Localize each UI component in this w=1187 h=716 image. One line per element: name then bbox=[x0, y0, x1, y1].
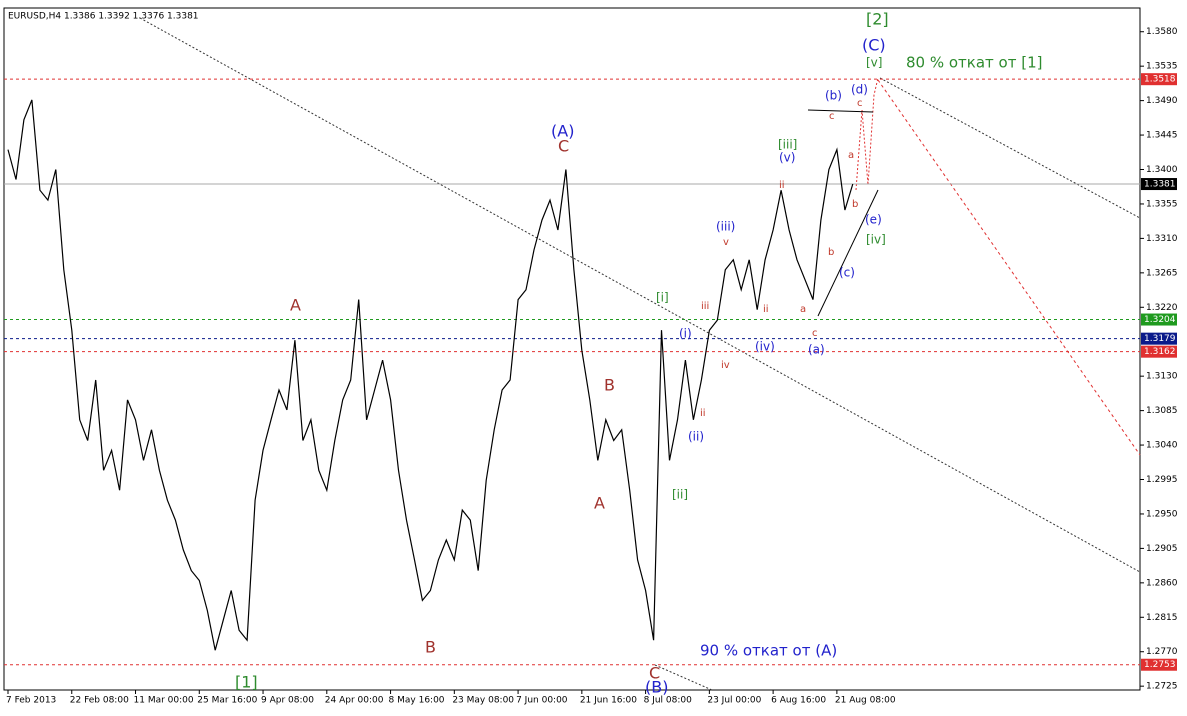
trend-line bbox=[139, 17, 1141, 573]
price-box-label: 1.2753 bbox=[1144, 660, 1176, 670]
y-tick-label: 1.2770 bbox=[1146, 647, 1178, 657]
x-tick-label: 25 Mar 16:00 bbox=[197, 696, 257, 706]
wave-label: c bbox=[812, 328, 818, 339]
projection-line bbox=[877, 79, 1141, 456]
wave-label: (b) bbox=[825, 89, 842, 103]
y-tick-label: 1.2905 bbox=[1146, 544, 1178, 554]
y-tick-label: 1.3310 bbox=[1146, 234, 1178, 244]
y-tick-label: 1.2995 bbox=[1146, 475, 1178, 485]
price-box-label: 1.3381 bbox=[1144, 180, 1176, 190]
price-box bbox=[1141, 345, 1177, 358]
wave-label: (iii) bbox=[716, 220, 735, 234]
wave-label: (iv) bbox=[755, 340, 775, 354]
wave-label: B bbox=[604, 376, 615, 395]
price-box-label: 1.3204 bbox=[1144, 315, 1176, 325]
y-tick-label: 1.3130 bbox=[1146, 372, 1178, 382]
x-tick-label: 7 Jun 00:00 bbox=[516, 696, 568, 706]
wave-label: (v) bbox=[779, 151, 795, 165]
y-tick-label: 1.3220 bbox=[1146, 303, 1178, 313]
wave-label: (ii) bbox=[688, 430, 704, 444]
wave-label: (B) bbox=[645, 678, 668, 697]
x-tick-label: 21 Jun 16:00 bbox=[580, 696, 637, 706]
price-line bbox=[7, 99, 854, 651]
wave-label: [i] bbox=[656, 291, 669, 305]
y-tick-label: 1.2860 bbox=[1146, 578, 1178, 588]
wave-label: (a) bbox=[808, 343, 825, 357]
price-box bbox=[1141, 178, 1177, 191]
channel-line bbox=[817, 189, 879, 317]
wave-label: (e) bbox=[865, 213, 882, 227]
y-tick-label: 1.3490 bbox=[1146, 96, 1178, 106]
x-tick-label: 8 Jul 08:00 bbox=[644, 696, 693, 706]
y-tick-label: 1.3445 bbox=[1146, 131, 1178, 141]
y-tick-label: 1.2950 bbox=[1146, 509, 1178, 519]
x-tick-label: 22 Feb 08:00 bbox=[70, 696, 129, 706]
x-tick-label: 23 Jul 00:00 bbox=[707, 696, 761, 706]
price-box-label: 1.3179 bbox=[1144, 334, 1176, 344]
wave-label: b bbox=[828, 247, 834, 258]
price-box bbox=[1141, 313, 1177, 326]
y-tick-label: 1.3265 bbox=[1146, 268, 1178, 278]
wave-label: iv bbox=[721, 360, 730, 371]
projection-path bbox=[855, 77, 879, 191]
wave-label: (c) bbox=[839, 266, 855, 280]
y-tick-label: 1.3085 bbox=[1146, 406, 1178, 416]
wave-label: iii bbox=[701, 301, 709, 312]
price-box bbox=[1141, 332, 1177, 345]
x-tick-label: 21 Aug 08:00 bbox=[835, 696, 896, 706]
y-tick-label: 1.3580 bbox=[1146, 27, 1178, 37]
wave-label: [v] bbox=[866, 56, 882, 70]
wave-label: [ii] bbox=[672, 488, 688, 502]
wave-label: ii bbox=[779, 180, 785, 191]
wave-label: a bbox=[848, 150, 854, 161]
wave-label: c bbox=[829, 111, 835, 122]
wave-label: v bbox=[723, 237, 729, 248]
x-tick-label: 11 Mar 00:00 bbox=[134, 696, 194, 706]
y-tick-label: 1.3040 bbox=[1146, 441, 1178, 451]
price-box-label: 1.3162 bbox=[1144, 347, 1176, 357]
y-tick-label: 1.3535 bbox=[1146, 62, 1178, 72]
price-box-label: 1.3518 bbox=[1144, 75, 1176, 85]
wave-label: (A) bbox=[551, 122, 574, 141]
chart-title: EURUSD,H4 1.3386 1.3392 1.3376 1.3381 bbox=[8, 12, 199, 22]
x-tick-label: 6 Aug 16:00 bbox=[771, 696, 826, 706]
y-tick-label: 1.2815 bbox=[1146, 613, 1178, 623]
x-tick-label: 7 Feb 2013 bbox=[6, 696, 56, 706]
y-tick-label: 1.3355 bbox=[1146, 199, 1178, 209]
wave-label: b bbox=[852, 199, 858, 210]
wave-label: ii bbox=[763, 304, 769, 315]
x-tick-label: 8 May 16:00 bbox=[389, 696, 445, 706]
wave-label: [1] bbox=[235, 673, 258, 692]
wave-label: [2] bbox=[866, 10, 889, 29]
wave-label: (d) bbox=[851, 83, 868, 97]
price-box bbox=[1141, 658, 1177, 671]
wave-label: (C) bbox=[862, 36, 886, 55]
wave-label: 90 % откат от (A) bbox=[700, 642, 837, 660]
x-tick-label: 9 Apr 08:00 bbox=[261, 696, 314, 706]
channel-line bbox=[807, 109, 874, 113]
wave-label: C bbox=[558, 137, 569, 156]
price-box bbox=[1141, 73, 1177, 86]
wave-label: C bbox=[649, 664, 660, 683]
wave-label: B bbox=[425, 638, 436, 657]
wave-label: [iii] bbox=[778, 138, 797, 152]
x-tick-label: 24 Apr 00:00 bbox=[325, 696, 384, 706]
wave-label: 80 % откат от [1] bbox=[906, 54, 1042, 72]
wave-label: a bbox=[800, 304, 806, 315]
y-tick-label: 1.2725 bbox=[1146, 682, 1178, 692]
wave-label: [iv] bbox=[866, 233, 886, 247]
wave-label: c bbox=[857, 98, 863, 109]
plot-frame bbox=[3, 7, 1141, 691]
wave-label: ii bbox=[700, 408, 706, 419]
y-tick-label: 1.3400 bbox=[1146, 165, 1178, 175]
trend-line bbox=[879, 77, 1141, 219]
x-tick-label: 23 May 08:00 bbox=[452, 696, 514, 706]
wave-label: A bbox=[290, 296, 301, 315]
wave-label: (i) bbox=[679, 327, 692, 341]
wave-label: A bbox=[594, 494, 605, 513]
